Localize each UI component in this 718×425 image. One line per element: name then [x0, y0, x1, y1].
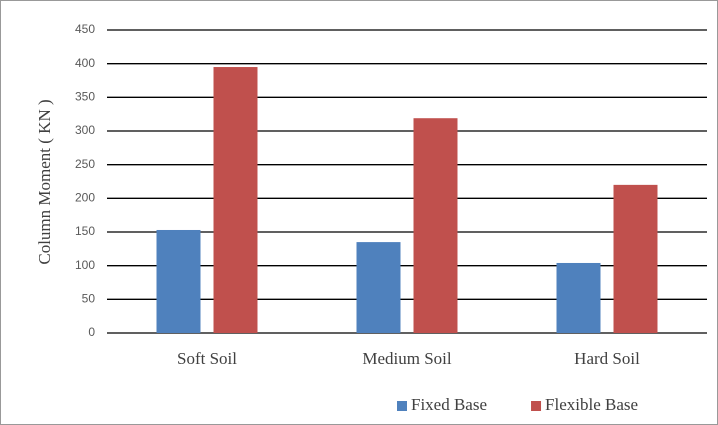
- bar: [413, 118, 458, 333]
- bar: [156, 229, 201, 333]
- bar: [613, 184, 658, 333]
- bar: [213, 67, 258, 334]
- legend-swatch: [531, 401, 542, 411]
- x-tick-label: Medium Soil: [362, 349, 452, 368]
- y-tick-label: 0: [88, 325, 95, 339]
- y-tick-label: 300: [75, 123, 95, 137]
- bar: [356, 242, 401, 333]
- y-tick-label: 450: [75, 22, 95, 36]
- y-tick-label: 200: [75, 191, 95, 205]
- legend-label: Fixed Base: [411, 395, 487, 414]
- y-tick-label: 250: [75, 157, 95, 171]
- y-tick-label: 350: [75, 90, 95, 104]
- y-tick-label: 400: [75, 56, 95, 70]
- y-axis-label: Column Moment ( KN ): [35, 99, 54, 264]
- y-tick-label: 50: [82, 292, 96, 306]
- legend-label: Flexible Base: [545, 395, 638, 414]
- x-tick-label: Soft Soil: [177, 349, 237, 368]
- bar: [556, 262, 601, 333]
- legend-swatch: [397, 401, 407, 411]
- y-tick-label: 150: [75, 224, 95, 238]
- y-tick-label: 100: [75, 258, 95, 272]
- x-tick-label: Hard Soil: [574, 349, 640, 368]
